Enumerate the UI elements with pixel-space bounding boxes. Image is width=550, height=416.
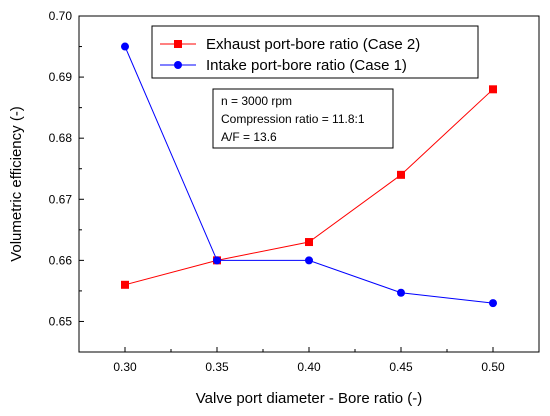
data-point-circle: [397, 288, 405, 297]
legend-marker-exhaust: [174, 40, 182, 48]
x-tick-label: 0.30: [113, 360, 137, 374]
annotation-box: [212, 88, 394, 149]
y-axis-title: Volumetric efficiency (-): [8, 106, 25, 262]
legend-label-intake: Intake port-bore ratio (Case 1): [206, 57, 407, 74]
legend-box: [151, 25, 479, 79]
y-tick-label: 0.68: [49, 131, 73, 145]
y-tick-label: 0.66: [49, 253, 73, 267]
annotation-air-fuel-ratio: A/F = 13.6: [221, 130, 277, 144]
legend-label-exhaust: Exhaust port-bore ratio (Case 2): [206, 36, 420, 53]
data-point-circle: [305, 256, 313, 265]
legend: Exhaust port-bore ratio (Case 2) Intake …: [151, 25, 479, 79]
series-layer: [121, 42, 497, 308]
data-point-circle: [121, 42, 129, 51]
data-point-square: [305, 238, 313, 247]
axis-ticks: 0.30 0.35 0.40 0.45 0.50 0.65 0.66 0.67 0.68 0.69…: [49, 9, 505, 374]
data-point-circle: [489, 299, 497, 308]
conditions-annotation: n = 3000 rpm Compression ratio = 11.8:1 …: [212, 88, 394, 149]
y-tick-label: 0.65: [49, 314, 73, 328]
data-point-square: [397, 170, 405, 179]
x-tick-label: 0.45: [389, 360, 413, 374]
series-line-1: [124, 46, 494, 304]
data-point-circle: [213, 256, 221, 265]
x-tick-label: 0.50: [481, 360, 505, 374]
legend-marker-intake: [174, 61, 182, 69]
data-point-square: [489, 85, 497, 94]
x-tick-label: 0.40: [297, 360, 321, 374]
x-axis-title: Valve port diameter - Bore ratio (-): [196, 390, 422, 407]
x-tick-label: 0.35: [205, 360, 229, 374]
annotation-compression-ratio: Compression ratio = 11.8:1: [221, 112, 365, 126]
y-tick-label: 0.69: [49, 70, 73, 84]
annotation-speed: n = 3000 rpm: [221, 94, 292, 108]
y-tick-label: 0.67: [49, 192, 73, 206]
y-tick-label: 0.70: [49, 9, 73, 23]
data-point-square: [121, 280, 129, 289]
